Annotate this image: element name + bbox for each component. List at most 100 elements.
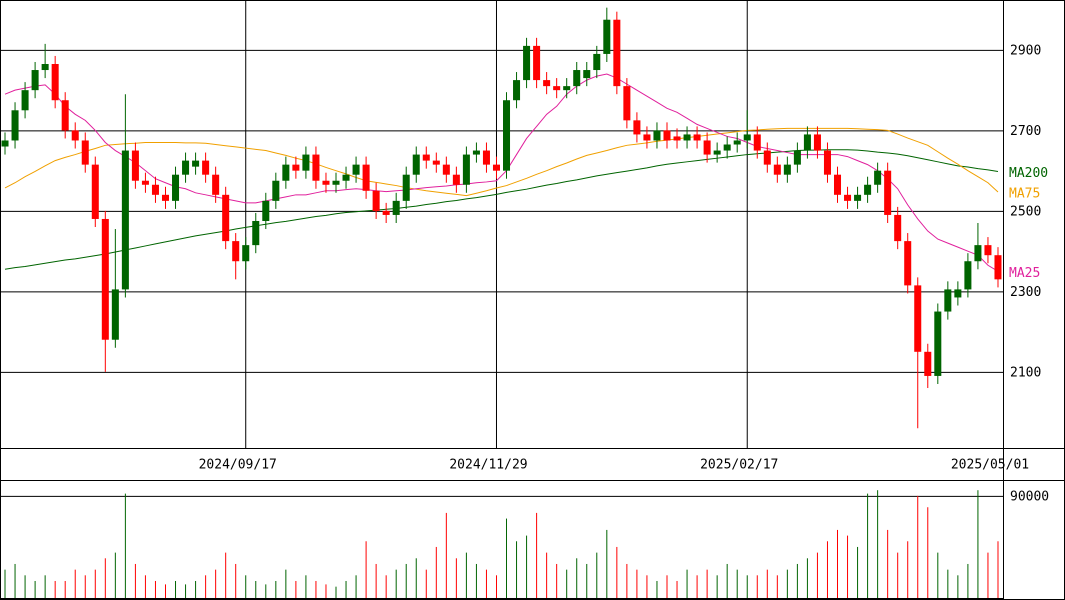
candle-body: [783, 164, 791, 175]
y-tick-label: 2700: [1010, 124, 1041, 139]
candle-body: [753, 134, 761, 151]
candle-body: [101, 218, 109, 340]
candle-body: [322, 180, 330, 185]
candle-body: [693, 134, 701, 141]
chart-frame: [0, 0, 1004, 599]
candle-body: [663, 130, 671, 141]
candle-body: [713, 150, 721, 155]
ma-line: [4, 73, 999, 272]
y-tick-label: 2500: [1010, 204, 1041, 219]
legend-label: MA75: [1009, 187, 1040, 202]
candle-body: [743, 134, 751, 141]
candle-body: [482, 150, 490, 165]
candle-body: [352, 164, 360, 175]
candle-body: [633, 120, 641, 135]
candle-body: [623, 86, 631, 121]
candle-body: [362, 164, 370, 191]
candle-body: [61, 100, 69, 131]
candle-body: [81, 140, 89, 165]
candle-body: [492, 164, 500, 171]
candle-body: [543, 80, 551, 87]
x-tick-label: 2025/05/01: [951, 458, 1029, 473]
candle-body: [733, 140, 741, 145]
candle-body: [894, 214, 902, 242]
candle-body: [914, 285, 922, 352]
candle-body: [593, 53, 601, 71]
candle-body: [222, 194, 230, 242]
candle-body: [292, 164, 300, 171]
candle-body: [21, 90, 29, 111]
candle-body: [904, 241, 912, 286]
x-tick-label: 2024/11/29: [449, 458, 527, 473]
candle-body: [613, 19, 621, 87]
candle-body: [442, 164, 450, 175]
candle-body: [121, 150, 129, 290]
y-tick-label: 2100: [1010, 365, 1041, 380]
candle-body: [984, 245, 992, 256]
candle-body: [854, 194, 862, 201]
candle-body: [262, 200, 270, 221]
candle-body: [944, 289, 952, 312]
candle-body: [432, 160, 440, 165]
candle-body: [71, 130, 79, 141]
ma-line: [4, 149, 999, 270]
candle-body: [803, 134, 811, 151]
candle-body: [172, 174, 180, 201]
candle-body: [864, 184, 872, 195]
candle-body: [161, 194, 170, 201]
candle-body: [212, 174, 220, 195]
candle-body: [11, 110, 19, 141]
candle-body: [31, 70, 39, 91]
candle-body: [192, 160, 200, 167]
candle-body: [372, 190, 380, 211]
candle-body: [653, 130, 661, 141]
candle-body: [392, 200, 400, 215]
candle-body: [874, 170, 882, 185]
candle-body: [533, 45, 541, 81]
legend-label: MA25: [1009, 266, 1040, 281]
candle-body: [974, 245, 982, 262]
candle-body: [773, 164, 781, 175]
candle-body: [643, 134, 651, 141]
candle-body: [884, 170, 892, 215]
candle-body: [763, 150, 771, 165]
candle-body: [563, 86, 571, 91]
candle-body: [272, 180, 280, 201]
candle-body: [583, 70, 591, 79]
candle-body: [523, 45, 531, 81]
legend-label: MA200: [1009, 166, 1048, 181]
candle-body: [833, 174, 842, 195]
candle-body: [131, 150, 139, 181]
candle-body: [111, 289, 119, 340]
candle-body: [924, 351, 932, 376]
candle-body: [994, 255, 1002, 280]
candle-body: [422, 154, 430, 161]
candle-body: [402, 174, 410, 201]
candle-body: [302, 154, 310, 171]
candle-body: [673, 136, 681, 141]
candle-body: [51, 64, 59, 101]
candle-body: [823, 150, 831, 175]
candle-body: [683, 134, 691, 141]
candle-body: [462, 154, 470, 185]
candle-body: [382, 210, 390, 215]
y-tick-label: 2300: [1010, 285, 1041, 300]
candle-body: [472, 150, 480, 155]
candle-body: [151, 184, 159, 195]
x-tick-label: 2025/02/17: [700, 458, 778, 473]
candle-body: [793, 150, 801, 165]
candle-body: [252, 220, 260, 246]
candle-body: [232, 241, 240, 262]
candle-body: [813, 134, 821, 151]
candle-body: [503, 100, 511, 171]
candle-body: [452, 174, 460, 185]
candle-body: [312, 154, 320, 181]
candle-body: [964, 261, 972, 290]
y-tick-label: 2900: [1010, 43, 1041, 58]
candle-body: [603, 19, 611, 54]
candle-body: [141, 180, 149, 185]
candle-body: [242, 245, 250, 262]
candle-body: [844, 194, 852, 201]
ma-line: [4, 127, 999, 197]
